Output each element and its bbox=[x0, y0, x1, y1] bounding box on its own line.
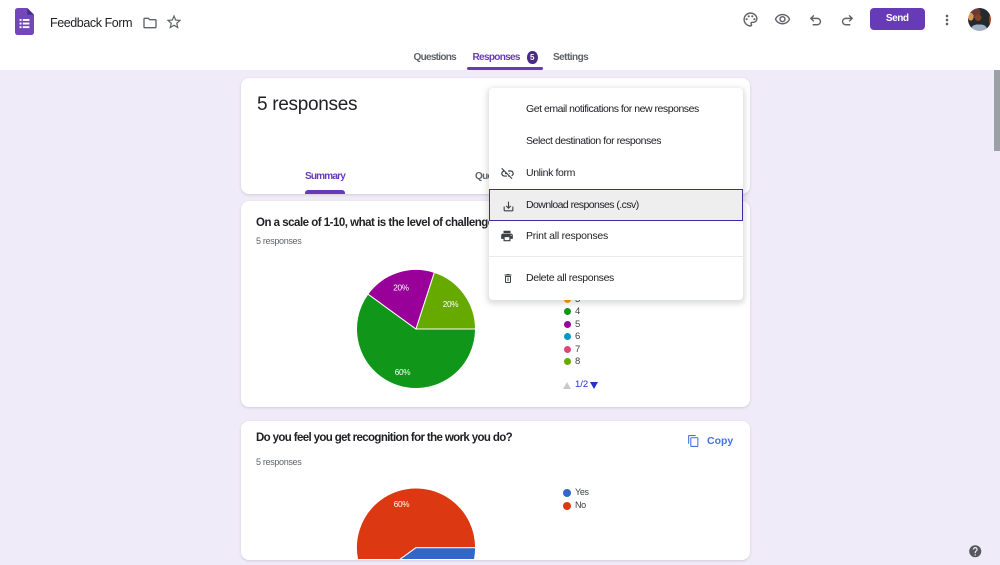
svg-text:20%: 20% bbox=[393, 284, 409, 293]
svg-text:60%: 60% bbox=[394, 500, 410, 509]
svg-text:20%: 20% bbox=[443, 300, 459, 309]
svg-text:60%: 60% bbox=[395, 368, 411, 377]
